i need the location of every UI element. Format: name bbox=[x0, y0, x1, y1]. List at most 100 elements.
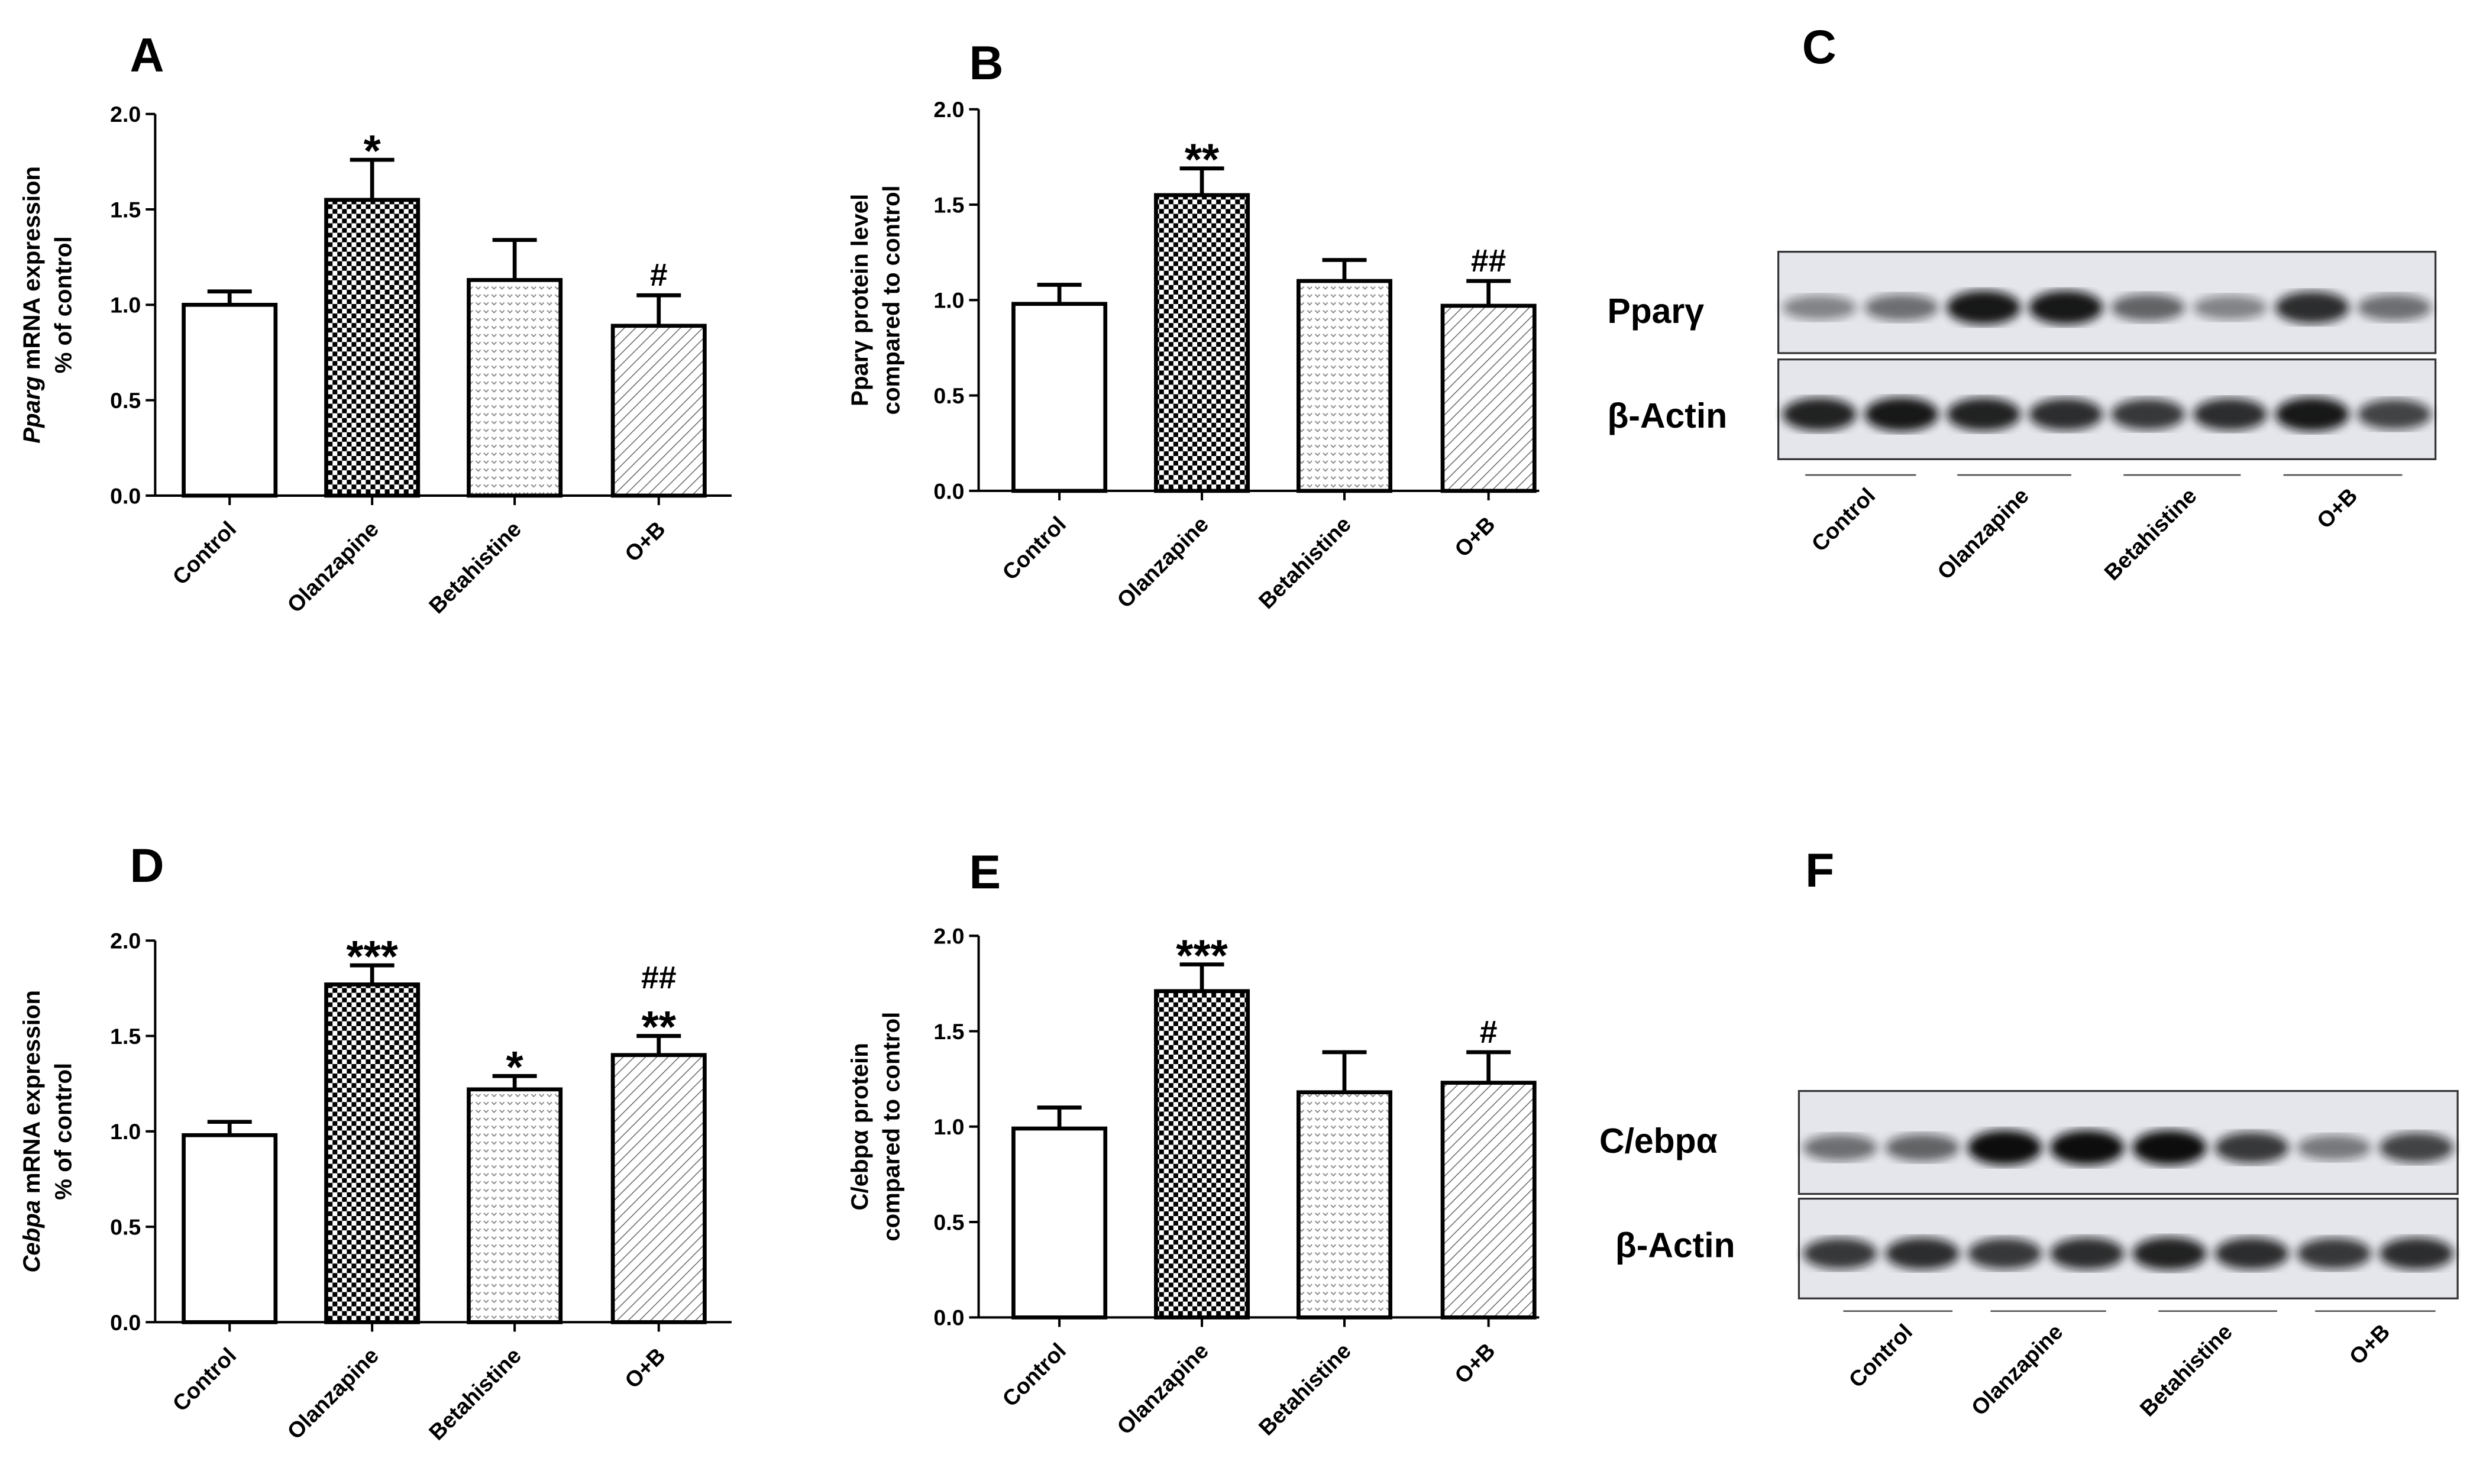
bar bbox=[1154, 989, 1250, 1320]
y-tick-label: 0.0 bbox=[110, 1310, 141, 1335]
x-tick-label: O+B bbox=[620, 1343, 670, 1393]
x-tick-label: O+B bbox=[1450, 1338, 1500, 1388]
x-tick-label: Olanzapine bbox=[282, 1343, 383, 1444]
bar bbox=[324, 198, 421, 498]
blot-band bbox=[1864, 294, 1939, 321]
blot-band bbox=[1947, 290, 2021, 325]
bar bbox=[182, 302, 278, 498]
y-axis-label-part: Pparγ protein level bbox=[846, 194, 873, 406]
bar bbox=[1440, 1081, 1537, 1320]
band-label: β-Actin bbox=[1607, 397, 1727, 435]
lane-group-label: Betahistine bbox=[2099, 483, 2201, 586]
x-tick-label: O+B bbox=[1450, 512, 1500, 562]
lane-group-label: Control bbox=[1844, 1319, 1917, 1392]
lane-group-label: Betahistine bbox=[2135, 1319, 2237, 1421]
y-tick-label: 1.5 bbox=[933, 192, 964, 217]
blot-band bbox=[2029, 398, 2103, 431]
blot-band bbox=[1782, 295, 1857, 320]
bar bbox=[467, 278, 563, 498]
y-axis-label-part: % of control bbox=[50, 1063, 76, 1200]
bar bbox=[610, 324, 707, 498]
lane-group-label: O+B bbox=[2312, 483, 2362, 534]
band-label: C/ebpα bbox=[1599, 1122, 1718, 1160]
x-tick-label: O+B bbox=[620, 516, 670, 567]
y-tick-label: 1.5 bbox=[933, 1019, 964, 1044]
blot-band bbox=[2050, 1237, 2125, 1270]
bar bbox=[324, 982, 421, 1324]
y-tick-label: 2.0 bbox=[933, 97, 964, 122]
band-label: β-Actin bbox=[1615, 1227, 1735, 1265]
blot-band bbox=[2132, 1130, 2207, 1165]
y-axis-label-part: compared to control bbox=[878, 1012, 905, 1241]
x-tick-label: Olanzapine bbox=[1112, 512, 1213, 613]
y-axis-label: % of control bbox=[50, 236, 76, 373]
y-axis-label-part: mRNA expression bbox=[18, 990, 45, 1194]
blot-band bbox=[2297, 1134, 2371, 1160]
panel-letter: A bbox=[130, 28, 164, 82]
blot-band bbox=[1967, 1130, 2042, 1165]
blot-band bbox=[2357, 294, 2432, 321]
x-tick-label: Olanzapine bbox=[282, 516, 383, 617]
blot-band bbox=[1947, 397, 2021, 431]
panel-letter: E bbox=[969, 846, 1001, 899]
y-tick-label: 0.0 bbox=[933, 478, 964, 503]
y-tick-label: 0.5 bbox=[110, 388, 141, 413]
panel-letter: C bbox=[1802, 21, 1837, 74]
blot-band bbox=[2357, 399, 2432, 429]
significance-label: # bbox=[1480, 1015, 1498, 1050]
y-tick-label: 0.5 bbox=[110, 1214, 141, 1239]
blot-band bbox=[1864, 397, 1939, 432]
significance-label: # bbox=[650, 258, 668, 293]
lane-group-label: Control bbox=[1806, 483, 1880, 557]
y-tick-label: 2.0 bbox=[110, 102, 141, 127]
y-tick-label: 0.5 bbox=[933, 383, 964, 408]
y-axis-label-part: Cebpa bbox=[18, 1200, 45, 1273]
y-axis-label: Cebpa mRNA expression bbox=[18, 990, 45, 1273]
lane-group-label: Olanzapine bbox=[1966, 1319, 2067, 1420]
x-tick-label: Control bbox=[997, 512, 1071, 585]
panel-letter: F bbox=[1805, 844, 1834, 897]
x-tick-label: Control bbox=[997, 1338, 1071, 1411]
y-tick-label: 1.0 bbox=[933, 1114, 964, 1139]
bar bbox=[1297, 279, 1393, 493]
significance-label: ** bbox=[1185, 134, 1220, 184]
y-axis-label-part: compared to control bbox=[878, 185, 905, 415]
bar bbox=[1440, 303, 1537, 493]
y-axis-label: C/ebpα protein bbox=[846, 1043, 873, 1210]
significance-label: *** bbox=[346, 932, 398, 981]
blot-band bbox=[2193, 398, 2267, 431]
y-tick-label: 1.0 bbox=[933, 288, 964, 313]
y-axis-label: Pparg mRNA expression bbox=[18, 166, 45, 444]
x-tick-label: Betahistine bbox=[1254, 512, 1356, 614]
panel-letter: B bbox=[969, 37, 1004, 90]
y-tick-label: 2.0 bbox=[110, 929, 141, 953]
band-label: Pparγ bbox=[1607, 292, 1704, 331]
blot-band bbox=[2193, 295, 2267, 320]
y-tick-label: 1.5 bbox=[110, 197, 141, 222]
y-tick-label: 1.0 bbox=[110, 1119, 141, 1144]
y-axis-label: compared to control bbox=[878, 1012, 905, 1241]
blot-band bbox=[2132, 1237, 2207, 1270]
y-tick-label: 2.0 bbox=[933, 924, 964, 949]
x-tick-label: Betahistine bbox=[1254, 1338, 1356, 1440]
y-tick-label: 0.0 bbox=[933, 1305, 964, 1330]
significance-label: * bbox=[364, 126, 381, 176]
y-tick-label: 1.0 bbox=[110, 293, 141, 318]
y-axis-label-part: C/ebpα protein bbox=[846, 1043, 873, 1210]
x-tick-label: Control bbox=[167, 1343, 241, 1416]
blot-band bbox=[2214, 1132, 2289, 1163]
x-tick-label: Betahistine bbox=[424, 516, 526, 619]
blot-band bbox=[2275, 397, 2349, 432]
blot-band bbox=[2297, 1238, 2371, 1269]
panel-letter: D bbox=[130, 839, 164, 893]
blot-band bbox=[1782, 397, 1857, 431]
blot-band bbox=[2275, 291, 2349, 324]
y-tick-label: 0.5 bbox=[933, 1210, 964, 1234]
significance-label: ** bbox=[642, 1002, 677, 1052]
blot-band bbox=[1967, 1238, 2042, 1269]
y-axis-label-part: Pparg bbox=[18, 376, 45, 444]
blot-band bbox=[1803, 1134, 1877, 1161]
blot-band bbox=[1803, 1238, 1877, 1269]
significance-label: * bbox=[506, 1042, 524, 1092]
